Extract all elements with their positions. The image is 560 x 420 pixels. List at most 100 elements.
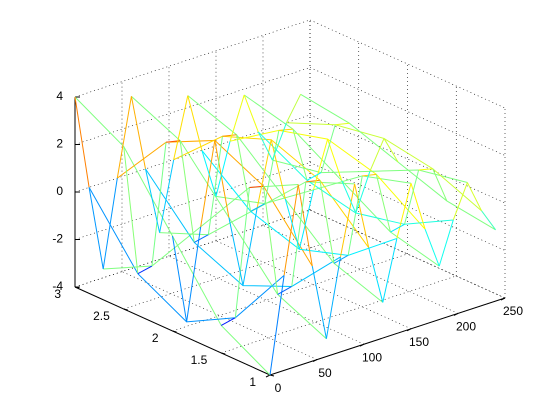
mesh-segment xyxy=(159,159,175,233)
mesh-segment xyxy=(221,317,236,326)
mesh-segment xyxy=(263,186,279,295)
grid-line xyxy=(74,19,311,98)
mesh-segment xyxy=(222,134,237,137)
x-tick-label: 150 xyxy=(409,335,429,349)
mesh-segment xyxy=(229,94,245,142)
grid-line xyxy=(168,255,365,345)
mesh-segment xyxy=(88,187,104,270)
mesh-segment xyxy=(194,234,209,243)
y-tick-label: 1.5 xyxy=(191,353,208,367)
grid-line xyxy=(309,67,506,156)
mesh-segment xyxy=(313,138,329,190)
mesh-segment xyxy=(396,183,412,239)
mesh-segment xyxy=(173,95,189,160)
mesh-segment xyxy=(404,169,420,225)
y-tick xyxy=(269,374,275,377)
mesh-segment xyxy=(432,168,448,202)
mesh-segment xyxy=(145,168,161,233)
mesh-segment xyxy=(172,235,188,322)
x-tick-label: 50 xyxy=(318,366,332,380)
y-tick-label: 3 xyxy=(54,287,61,301)
mesh-segment xyxy=(283,184,299,276)
mesh-line xyxy=(286,122,482,212)
mesh-segment xyxy=(382,238,398,303)
x-tick xyxy=(312,359,318,363)
mesh-segment xyxy=(383,138,399,163)
mesh-segment xyxy=(362,173,377,177)
mesh-segment xyxy=(424,229,440,267)
mesh-segment xyxy=(311,266,327,339)
mesh-segment xyxy=(201,150,217,197)
mesh-segment xyxy=(137,265,153,275)
mesh-segment xyxy=(228,217,244,286)
mesh-segment xyxy=(335,122,350,126)
x-tick xyxy=(359,343,365,347)
mesh-segment xyxy=(320,124,336,173)
mesh-segment xyxy=(375,174,391,233)
mesh-segment xyxy=(186,226,202,322)
mesh-segment xyxy=(102,178,118,270)
y-tick-label: 2.5 xyxy=(93,309,110,323)
mesh-segment xyxy=(418,168,433,171)
mesh-segment xyxy=(466,182,482,211)
z-tick-label: 4 xyxy=(56,89,63,103)
mesh-segment xyxy=(277,286,292,295)
mesh-segment xyxy=(278,128,293,131)
mesh-line xyxy=(201,150,398,256)
mesh-segment xyxy=(123,146,139,274)
mesh-segment xyxy=(286,94,302,123)
mesh-segment xyxy=(481,210,497,231)
mesh-segment xyxy=(306,172,322,181)
y-tick-label: 2 xyxy=(152,331,159,345)
mesh-segment xyxy=(333,254,349,264)
mesh-segment xyxy=(242,208,258,286)
mesh-segment xyxy=(214,140,230,218)
mesh-segment xyxy=(270,139,286,200)
x-tick-label: 200 xyxy=(456,320,476,334)
y-tick xyxy=(172,330,177,333)
mesh-segment xyxy=(327,138,343,181)
x-axis xyxy=(269,297,506,376)
mesh-segment xyxy=(187,95,203,151)
mesh-segment xyxy=(200,140,216,227)
mesh-segment xyxy=(207,136,223,235)
mesh-segment xyxy=(151,142,167,267)
mesh-segment xyxy=(291,181,307,287)
mesh-segment xyxy=(243,94,259,133)
mesh-segment xyxy=(298,189,314,250)
x-tick xyxy=(500,297,506,301)
mesh-segment xyxy=(347,175,363,256)
mesh-segment xyxy=(368,247,384,303)
mesh-segment xyxy=(234,187,250,318)
x-tick-label: 250 xyxy=(503,304,523,318)
mesh-segment xyxy=(354,183,370,248)
z-tick-label: 0 xyxy=(56,184,63,198)
mesh-segment xyxy=(284,198,300,250)
mesh-segment xyxy=(236,134,252,212)
y-tick-label: 1 xyxy=(249,375,256,389)
mesh-segment xyxy=(271,122,287,161)
x-tick xyxy=(406,328,412,332)
x-tick-label: 100 xyxy=(362,350,382,364)
mesh-segment xyxy=(319,180,335,264)
mesh-segment xyxy=(257,131,273,161)
z-tick-label: -2 xyxy=(52,232,63,246)
y-tick xyxy=(123,308,128,311)
mesh-segment xyxy=(179,140,195,243)
mesh-segment xyxy=(390,223,405,233)
mesh-segment xyxy=(74,96,90,188)
x-tick xyxy=(265,374,271,378)
grid-line xyxy=(123,231,359,310)
grid-line xyxy=(121,271,318,360)
mesh-segment xyxy=(256,139,272,209)
mesh-segment xyxy=(130,96,146,169)
x-tick-label: 0 xyxy=(275,381,282,395)
mesh-segment xyxy=(355,171,371,214)
mesh-line xyxy=(117,139,313,267)
grid-line xyxy=(172,253,408,332)
mesh-segment xyxy=(369,138,385,172)
z-tick-label: 2 xyxy=(56,137,63,151)
mesh-line xyxy=(88,187,285,323)
mesh-segment xyxy=(305,179,321,183)
